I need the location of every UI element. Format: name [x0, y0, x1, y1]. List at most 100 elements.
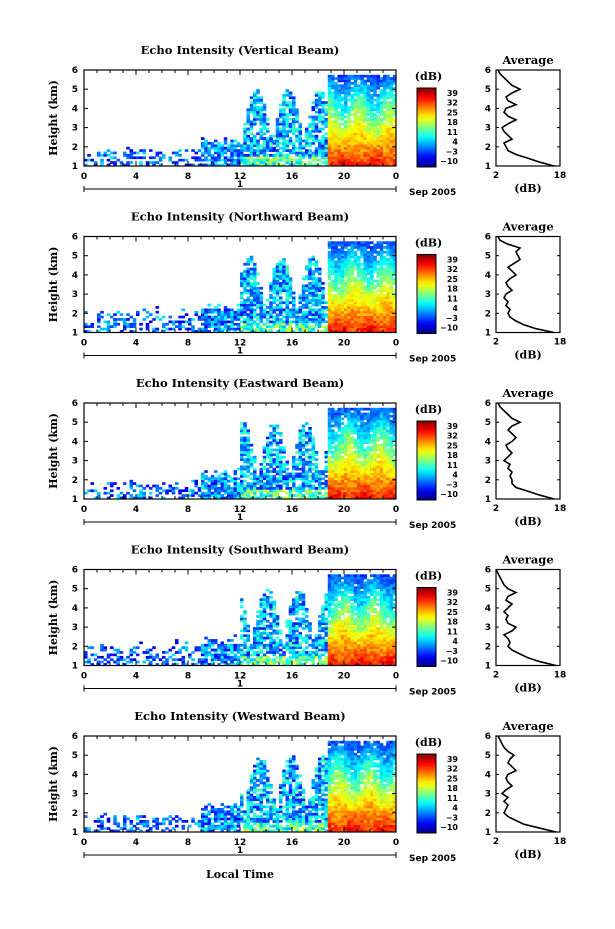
- heatmap-cell: [272, 491, 277, 495]
- heatmap-cell: [344, 496, 348, 500]
- heatmap-cell: [217, 151, 221, 155]
- heatmap-cell: [389, 158, 394, 162]
- heatmap-cell: [308, 115, 312, 119]
- heatmap-cell: [249, 144, 254, 148]
- heatmap-cell: [366, 330, 371, 333]
- heatmap-cell: [298, 477, 303, 481]
- heatmap-cell: [392, 482, 397, 485]
- heatmap-cell: [295, 451, 299, 454]
- heatmap-cell: [318, 127, 322, 131]
- heatmap-cell: [236, 648, 241, 652]
- avg-y-tick-label: 2: [485, 309, 491, 319]
- heatmap-cell: [220, 318, 225, 321]
- heatmap-cell: [363, 289, 368, 292]
- heatmap-cell: [282, 94, 286, 97]
- heatmap-cell: [308, 487, 312, 490]
- heatmap-cell: [337, 472, 342, 476]
- heatmap-cell: [334, 465, 338, 469]
- heatmap-cell: [347, 419, 351, 423]
- heatmap-cell: [262, 142, 267, 145]
- heatmap-cell: [334, 154, 338, 157]
- heatmap-cell: [269, 431, 273, 435]
- heatmap-cell: [311, 262, 316, 266]
- heatmap-cell: [301, 303, 306, 307]
- heatmap-cell: [123, 154, 127, 157]
- heatmap-cell: [227, 320, 231, 324]
- heatmap-cell: [314, 101, 319, 104]
- heatmap-cell: [334, 149, 338, 152]
- heatmap-cell: [113, 648, 117, 652]
- heatmap-cell: [331, 96, 335, 100]
- heatmap-cell: [243, 453, 247, 457]
- heatmap-cell: [379, 443, 384, 447]
- heatmap-cell: [288, 151, 293, 155]
- heatmap-cell: [386, 84, 390, 88]
- heatmap-cell: [370, 313, 374, 316]
- y-tick-label: 3: [72, 290, 78, 300]
- heatmap-cell: [256, 110, 260, 114]
- heatmap-cell: [243, 122, 247, 126]
- heatmap-cell: [353, 286, 358, 290]
- heatmap-cell: [311, 279, 316, 283]
- heatmap-cell: [334, 120, 338, 124]
- heatmap-cell: [334, 494, 338, 497]
- heatmap-cell: [262, 137, 267, 140]
- heatmap-cell: [259, 113, 264, 116]
- heatmap-cell: [279, 127, 283, 131]
- heatmap-cell: [249, 303, 254, 307]
- heatmap-cell: [214, 320, 218, 324]
- heatmap-cell: [84, 310, 88, 314]
- heatmap-cell: [366, 77, 371, 80]
- heatmap-cell: [347, 453, 351, 457]
- heatmap-cell: [145, 163, 150, 167]
- heatmap-cell: [350, 484, 355, 488]
- heatmap-cell: [184, 641, 189, 645]
- heatmap-cell: [188, 163, 192, 167]
- heatmap-cell: [379, 250, 384, 254]
- heatmap-cell: [334, 282, 338, 285]
- heatmap-cell: [214, 482, 218, 485]
- heatmap-cell: [175, 641, 179, 645]
- heatmap-cell: [84, 491, 88, 495]
- heatmap-cell: [331, 151, 335, 155]
- heatmap-cell: [311, 446, 316, 449]
- heatmap-cell: [337, 460, 342, 464]
- heatmap-cell: [344, 258, 348, 261]
- heatmap-cell: [350, 327, 355, 331]
- heatmap-cell: [373, 303, 377, 307]
- heatmap-cell: [357, 451, 361, 454]
- heatmap-cell: [288, 142, 293, 145]
- heatmap-cell: [282, 262, 286, 266]
- heatmap-cell: [240, 489, 244, 493]
- heatmap-cell: [253, 101, 257, 104]
- heatmap-cell: [314, 151, 319, 155]
- x-tick-label: 12: [234, 172, 247, 182]
- heatmap-cell: [350, 130, 355, 133]
- heatmap-cell: [253, 154, 257, 157]
- heatmap-cell: [366, 448, 371, 452]
- heatmap-cell: [116, 651, 121, 654]
- heatmap-cell: [223, 308, 228, 312]
- heatmap-cell: [337, 139, 342, 143]
- heatmap-cell: [370, 120, 374, 124]
- heatmap-cell: [288, 130, 293, 133]
- heatmap-cell: [233, 310, 238, 314]
- heatmap-cell: [113, 151, 117, 155]
- heatmap-cell: [139, 149, 143, 152]
- heatmap-cell: [327, 410, 332, 413]
- heatmap-cell: [295, 163, 299, 167]
- heatmap-cell: [389, 496, 394, 500]
- heatmap-cell: [311, 467, 316, 471]
- heatmap-cell: [370, 407, 374, 411]
- heatmap-cell: [204, 487, 208, 490]
- heatmap-cell: [353, 91, 358, 95]
- heatmap-cell: [389, 303, 394, 307]
- heatmap-cell: [353, 255, 358, 259]
- heatmap-cell: [357, 298, 361, 302]
- heatmap-cell: [214, 308, 218, 312]
- heatmap-cell: [132, 151, 137, 155]
- heatmap-cell: [155, 310, 160, 314]
- heatmap-cell: [87, 154, 91, 157]
- heatmap-cell: [353, 89, 358, 92]
- heatmap-cell: [259, 487, 264, 490]
